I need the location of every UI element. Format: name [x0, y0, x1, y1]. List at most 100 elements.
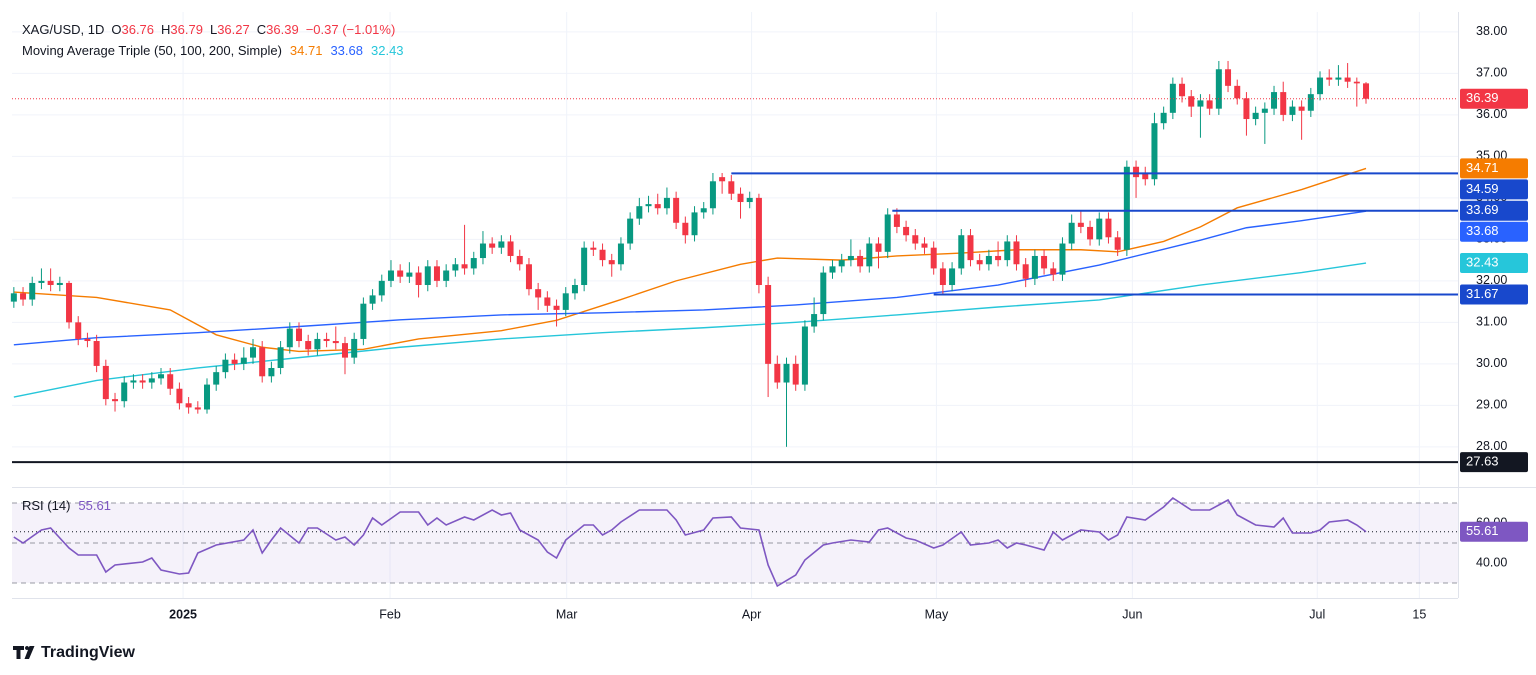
candle-body [433, 266, 440, 281]
candle-body [102, 365, 109, 400]
candle-body [1151, 123, 1158, 180]
candle-body [1142, 172, 1149, 180]
y-tick-label: 38.00 [1476, 24, 1507, 38]
candle-body [930, 247, 937, 269]
candle-body [1087, 226, 1094, 240]
candle-body [709, 181, 716, 209]
candle-body [176, 388, 183, 404]
candle-body [995, 255, 1002, 261]
candle-body [222, 359, 229, 373]
candle-body [148, 378, 155, 383]
candle-body [562, 293, 569, 310]
candle-body [1004, 241, 1011, 261]
candle-body [939, 268, 946, 286]
ohlc-label: C [257, 22, 266, 37]
candle-body [277, 347, 284, 368]
tradingview-logo[interactable]: TradingView [13, 644, 136, 661]
candle-body [866, 243, 873, 267]
price-badge-label: 31.67 [1466, 286, 1499, 301]
candle-body [1096, 218, 1103, 240]
candle-body [1289, 106, 1296, 115]
candle-body [682, 222, 689, 236]
candle-body [10, 293, 17, 302]
candle-body [231, 359, 238, 364]
candle-body [424, 266, 431, 286]
candle-body [470, 258, 477, 269]
candle-body [893, 214, 900, 227]
ma-value: 34.71 [290, 43, 323, 58]
y-tick-label: 36.00 [1476, 107, 1507, 121]
candle-body [167, 374, 174, 389]
rsi-line [13, 496, 1367, 588]
rsi-tick-label: 40.00 [1476, 555, 1507, 569]
candle-body [1169, 83, 1176, 113]
candle-body [56, 282, 63, 286]
ma-value: 32.43 [371, 43, 404, 58]
x-tick-label: 15 [1412, 607, 1426, 621]
x-tick-label: May [925, 607, 949, 621]
candle-body [1041, 255, 1048, 269]
price-badge-label: 27.63 [1466, 454, 1499, 469]
y-tick-label: 30.00 [1476, 356, 1507, 370]
candle-body [1059, 243, 1066, 275]
candle-body [976, 260, 983, 265]
ohlc-label: L [210, 22, 217, 37]
price-badge [1460, 200, 1528, 221]
price-badge-label: 34.59 [1466, 181, 1499, 196]
ma-title: Moving Average Triple (50, 100, 200, Sim… [22, 43, 282, 58]
moving-average-line [13, 262, 1367, 398]
candle-body [1353, 81, 1360, 84]
rsi-title: RSI (14) [22, 498, 70, 513]
candle-body [29, 282, 36, 300]
candle-body [590, 247, 597, 250]
price-badge [1460, 158, 1528, 179]
candle-body [1298, 106, 1305, 111]
ohlc-label: O [111, 22, 121, 37]
candle-body [737, 193, 744, 203]
candle-body [323, 338, 330, 342]
candle-body [130, 380, 137, 383]
x-tick-label: Apr [742, 607, 761, 621]
candle-body [1188, 96, 1195, 107]
candle-body [627, 218, 634, 244]
candle-body [516, 255, 523, 265]
ohlc-value: 36.79 [170, 22, 203, 37]
candle-body [498, 241, 505, 248]
y-tick-label: 29.00 [1476, 398, 1507, 412]
symbol-title: XAG/USD, 1D [22, 22, 104, 37]
change-value: −0.37 (−1.01%) [306, 22, 396, 37]
candle-body [1344, 77, 1351, 82]
ma-value: 33.68 [330, 43, 363, 58]
candle-body [1077, 222, 1084, 227]
candle-body [1225, 69, 1232, 86]
candle-body [654, 204, 661, 209]
candle-body [240, 357, 247, 364]
candle-body [700, 208, 707, 213]
candle-body [912, 235, 919, 244]
candle-body [461, 264, 468, 269]
candle-body [1031, 255, 1038, 279]
candle-body [921, 243, 928, 248]
candle-body [1252, 112, 1259, 120]
candle-body [719, 177, 726, 182]
price-badge [1460, 253, 1528, 274]
candle-body [250, 347, 256, 358]
candle-body [1363, 83, 1370, 99]
candle-body [967, 235, 974, 261]
data-layer [10, 60, 1458, 588]
candle-body [1317, 77, 1324, 95]
candle-body [1326, 77, 1333, 80]
candle-body [1133, 166, 1140, 178]
candle-body [783, 363, 790, 383]
candle-body [599, 249, 606, 261]
candle-body [673, 197, 680, 223]
rsi-badge-label: 55.61 [1466, 523, 1499, 538]
candle-body [884, 214, 891, 252]
candle-body [20, 293, 27, 300]
candle-body [1022, 264, 1029, 279]
candle-body [75, 322, 82, 339]
price-badge [1460, 284, 1528, 305]
candle-body [332, 341, 339, 344]
candle-body [314, 338, 321, 350]
